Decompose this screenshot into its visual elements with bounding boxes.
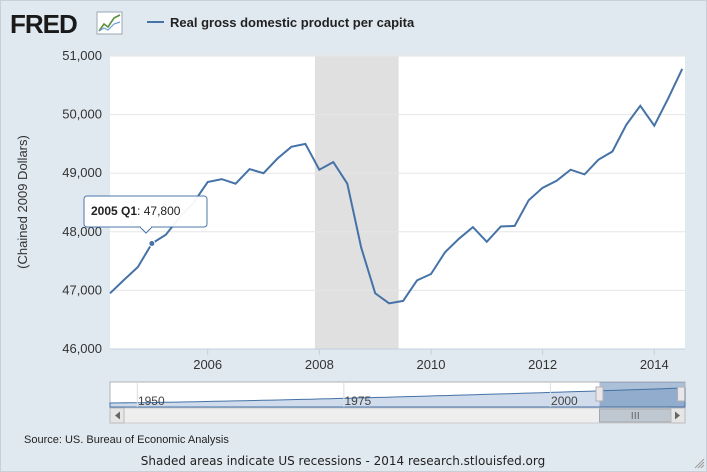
source-text: Source: US. Bureau of Economic Analysis — [24, 434, 229, 446]
y-axis-label: (Chained 2009 Dollars) — [15, 135, 30, 269]
x-tick-label: 2008 — [305, 357, 334, 372]
navigator-series — [109, 387, 686, 408]
fred-logo-icon — [96, 11, 123, 35]
y-tick-label: 49,000 — [62, 165, 102, 180]
scrollbar[interactable] — [109, 407, 686, 424]
y-tick-label: 50,000 — [62, 107, 102, 122]
y-tick-label: 46,000 — [62, 341, 102, 356]
series-line[interactable] — [109, 68, 684, 305]
x-axis-ticks: 2006 2008 2010 2012 2014 — [193, 349, 669, 372]
navigator-tick-label: 2000 — [551, 394, 578, 408]
tooltip-pointer — [139, 226, 153, 234]
scroll-right-arrow-icon — [675, 411, 680, 420]
navigator-tick-label: 1975 — [344, 394, 371, 408]
tooltip: 2005 Q1: 47,800 — [83, 195, 208, 234]
resize-grip-icon — [694, 458, 705, 469]
y-tick-label: 51,000 — [62, 48, 102, 63]
navigator[interactable]: 1950 1975 2000 — [109, 381, 686, 408]
x-tick-label: 2014 — [640, 357, 669, 372]
recession-shading — [314, 56, 399, 349]
y-tick-label: 47,000 — [62, 282, 102, 297]
navigator-ticks: 1950 1975 2000 — [136, 382, 578, 408]
x-tick-label: 2012 — [528, 357, 557, 372]
svg-text:2005 Q1: 47,800: 2005 Q1: 47,800 — [91, 204, 181, 218]
scrollbar-track[interactable] — [109, 407, 686, 424]
tooltip-value: 47,800 — [144, 204, 181, 218]
fred-logo-text: FRED — [10, 9, 77, 39]
navigator-tick-label: 1950 — [138, 394, 165, 408]
tooltip-marker — [148, 240, 156, 248]
navigator-handle-right[interactable] — [677, 386, 686, 402]
y-axis-ticks: 46,000 47,000 48,000 49,000 50,000 51,000 — [62, 48, 102, 356]
recession-note: Shaded areas indicate US recessions - 20… — [141, 454, 545, 468]
x-tick-label: 2010 — [417, 357, 446, 372]
navigator-handle-left[interactable] — [595, 386, 604, 402]
x-tick-label: 2006 — [193, 357, 222, 372]
y-tick-label: 48,000 — [62, 224, 102, 239]
navigator-selected-range[interactable] — [599, 382, 685, 407]
tooltip-date: 2005 Q1 — [91, 204, 137, 218]
scroll-left-arrow-icon — [115, 411, 120, 420]
legend-label[interactable]: Real gross domestic product per capita — [170, 15, 415, 30]
